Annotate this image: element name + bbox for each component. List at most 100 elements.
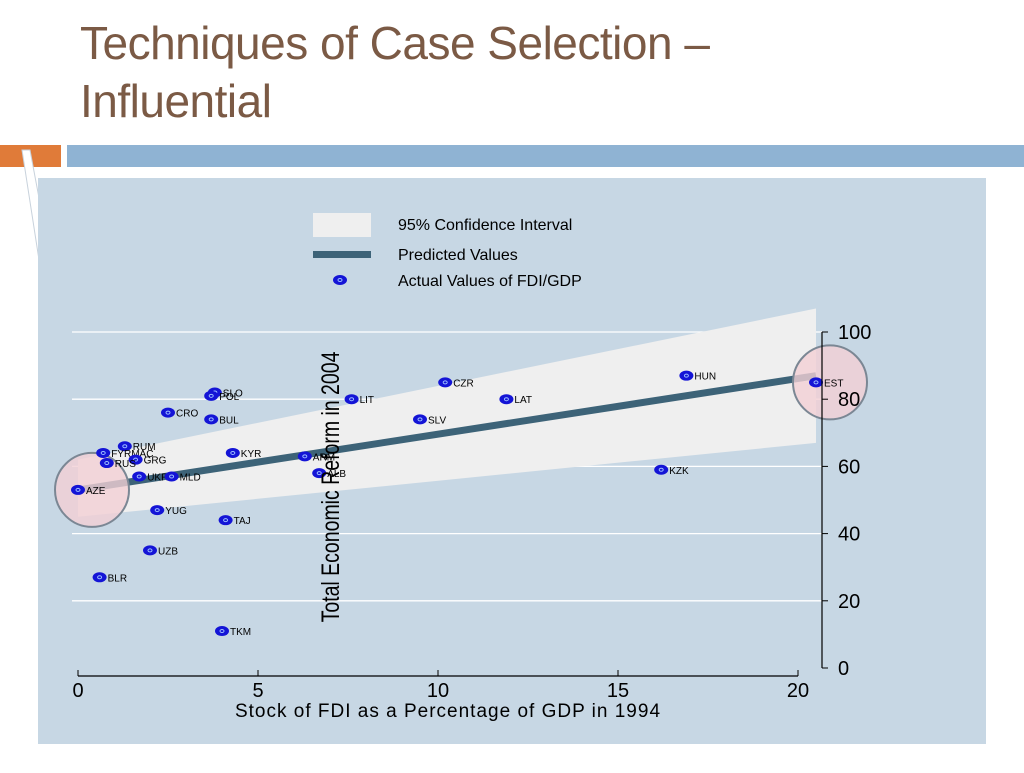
x-tick-label: 0 (72, 680, 83, 702)
data-point-marker (122, 444, 128, 449)
legend-label: Actual Values of FDI/GDP (398, 273, 582, 290)
data-point-marker (104, 461, 110, 466)
data-point-marker (154, 508, 160, 513)
data-point (204, 390, 219, 401)
point-label: YUG (165, 506, 187, 517)
point-label: SLO (223, 388, 243, 399)
slide-title: Techniques of Case Selection – Influenti… (80, 14, 1000, 130)
point-label: HUN (694, 372, 716, 383)
data-point-marker (813, 380, 819, 385)
slide-title-line-2: Influential (80, 75, 272, 127)
x-tick-label: 5 (252, 680, 263, 702)
point-label: CRO (176, 409, 198, 420)
x-axis-title: Stock of FDI as a Percentage of GDP in 1… (235, 701, 661, 722)
data-point-marker (223, 518, 229, 523)
chart-legend: 95% Confidence Interval Predicted Values A… (313, 213, 582, 290)
data-point (99, 458, 114, 469)
legend-label: Predicted Values (398, 247, 518, 264)
data-point (164, 471, 179, 482)
data-point-marker (169, 474, 175, 479)
data-point-marker (658, 467, 664, 472)
point-label: LIT (360, 395, 374, 406)
point-label: SLV (428, 415, 446, 426)
data-point-marker (302, 454, 308, 459)
data-point-marker (165, 410, 171, 415)
y-tick-label: 60 (838, 456, 860, 478)
point-label: BLR (108, 573, 127, 584)
point-label: FYRMAC (111, 449, 153, 460)
point-label: RUS (115, 459, 136, 470)
legend-swatch-point-marker (337, 278, 343, 282)
legend-label: 95% Confidence Interval (398, 217, 572, 234)
data-point (204, 414, 219, 425)
point-label: AZE (86, 486, 106, 497)
data-point (117, 441, 132, 452)
y-tick-label: 80 (838, 389, 860, 411)
point-label: KYR (241, 449, 262, 460)
data-point-marker (219, 629, 225, 634)
data-point-marker (417, 417, 423, 422)
point-label: GRG (144, 456, 167, 467)
data-point (312, 468, 327, 479)
point-label: UZB (158, 546, 178, 557)
data-point-marker (147, 548, 153, 553)
data-point (438, 377, 453, 388)
data-point-marker (97, 575, 103, 580)
data-point (679, 370, 694, 381)
data-point (132, 471, 147, 482)
point-label: TKM (230, 627, 251, 638)
y-tick-label: 0 (838, 658, 849, 680)
x-tick-label: 20 (787, 680, 809, 702)
legend-swatch-predicted-line (313, 251, 371, 258)
point-label: LAT (514, 395, 532, 406)
data-point (128, 454, 143, 465)
point-label: MLD (180, 472, 201, 483)
data-point (809, 377, 823, 388)
data-point-marker (208, 417, 214, 422)
x-tick-label: 10 (427, 680, 449, 702)
point-label: CZR (453, 378, 474, 389)
data-point-marker (100, 450, 106, 455)
point-label: ARM (313, 452, 335, 463)
accent-bar-blue (67, 145, 1024, 167)
point-label: ALB (327, 469, 346, 480)
data-point-marker (349, 397, 355, 402)
data-point (344, 394, 359, 405)
predicted-values-line (77, 372, 817, 494)
data-point (71, 484, 85, 495)
data-point (654, 464, 669, 475)
y-tick-label: 40 (838, 524, 860, 546)
point-label: BUL (219, 415, 239, 426)
point-label: RUM (133, 442, 156, 453)
slide-title-line-1: Techniques of Case Selection – (80, 17, 710, 69)
point-label: TAJ (234, 516, 251, 527)
y-tick-label: 100 (838, 322, 871, 344)
data-point (499, 394, 514, 405)
point-label: POL (219, 392, 239, 403)
x-tick-label: 15 (607, 680, 629, 702)
data-point-marker (208, 393, 214, 398)
data-point-marker (503, 397, 509, 402)
data-point-marker (133, 457, 139, 462)
legend-swatch-confidence-band (313, 213, 371, 237)
point-label: KZK (669, 466, 689, 477)
data-point (150, 505, 165, 516)
y-axis-title: Total Economic Reform in 2004 (317, 352, 345, 623)
data-point-marker (316, 471, 322, 476)
data-point (297, 451, 312, 462)
data-point-marker (75, 487, 81, 492)
data-point (225, 447, 240, 458)
data-point-marker (442, 380, 448, 385)
highlight-circle (792, 344, 868, 421)
point-label: EST (824, 378, 843, 389)
data-point (143, 545, 157, 556)
highlight-circle (54, 451, 130, 528)
data-point (413, 414, 427, 425)
data-point (215, 626, 229, 637)
data-point (92, 572, 107, 583)
data-point-marker (230, 450, 236, 455)
data-point (161, 407, 175, 418)
point-label: UKR (147, 472, 168, 483)
